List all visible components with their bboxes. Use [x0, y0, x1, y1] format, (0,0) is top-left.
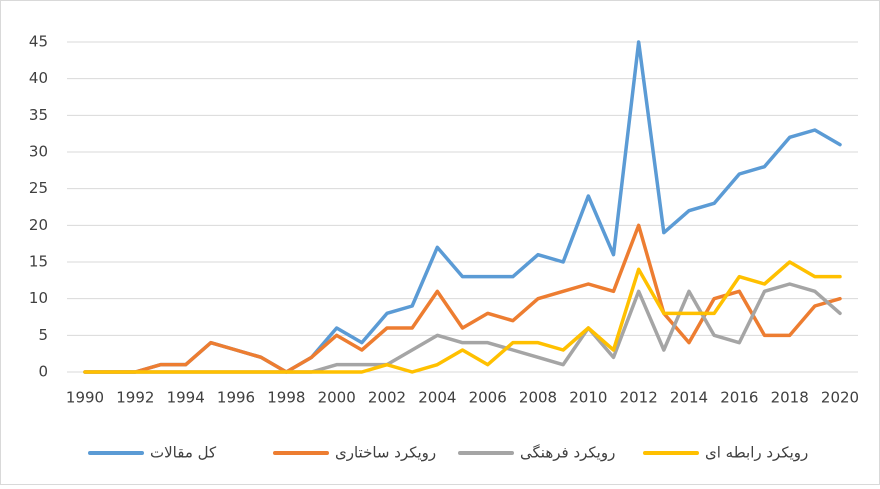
x-tick-label: 2002	[368, 389, 406, 407]
x-tick-label: 1992	[116, 389, 154, 407]
x-tick-label: 2004	[418, 389, 456, 407]
y-tick-label: 20	[29, 216, 48, 234]
y-tick-label: 25	[29, 179, 48, 197]
x-tick-label: 2014	[670, 389, 708, 407]
page: {"chart_data": {"type": "line", "x": [19…	[0, 0, 880, 489]
x-tick-label: 1996	[217, 389, 255, 407]
y-tick-label: 15	[29, 253, 48, 271]
x-tick-label: 1998	[267, 389, 305, 407]
legend-label: رویکرد فرهنگی	[520, 444, 615, 462]
y-tick-label: 35	[29, 106, 48, 124]
chart-frame	[1, 1, 880, 485]
x-tick-label: 2012	[620, 389, 658, 407]
x-tick-label: 2010	[569, 389, 607, 407]
x-tick-label: 2006	[469, 389, 507, 407]
x-tick-label: 1990	[66, 389, 104, 407]
y-tick-label: 5	[38, 326, 48, 344]
x-tick-label: 2000	[318, 389, 356, 407]
y-tick-label: 10	[29, 289, 48, 307]
legend-label: کل مقالات	[150, 444, 217, 462]
x-tick-label: 2018	[771, 389, 809, 407]
y-tick-label: 0	[38, 363, 48, 381]
x-tick-label: 2020	[821, 389, 859, 407]
legend-label: رویکرد رابطه ای	[705, 444, 808, 462]
y-tick-label: 40	[29, 69, 48, 87]
x-tick-label: 1994	[167, 389, 205, 407]
x-tick-label: 2008	[519, 389, 557, 407]
y-tick-label: 30	[29, 143, 48, 161]
chart: 0 5 10 15 20 25 30 35 40 45 1990 1992 1994 1996 1998 20…	[0, 0, 880, 485]
y-tick-label: 45	[29, 33, 48, 51]
x-tick-label: 2016	[720, 389, 758, 407]
legend-label: رویکرد ساختاری	[335, 444, 436, 462]
